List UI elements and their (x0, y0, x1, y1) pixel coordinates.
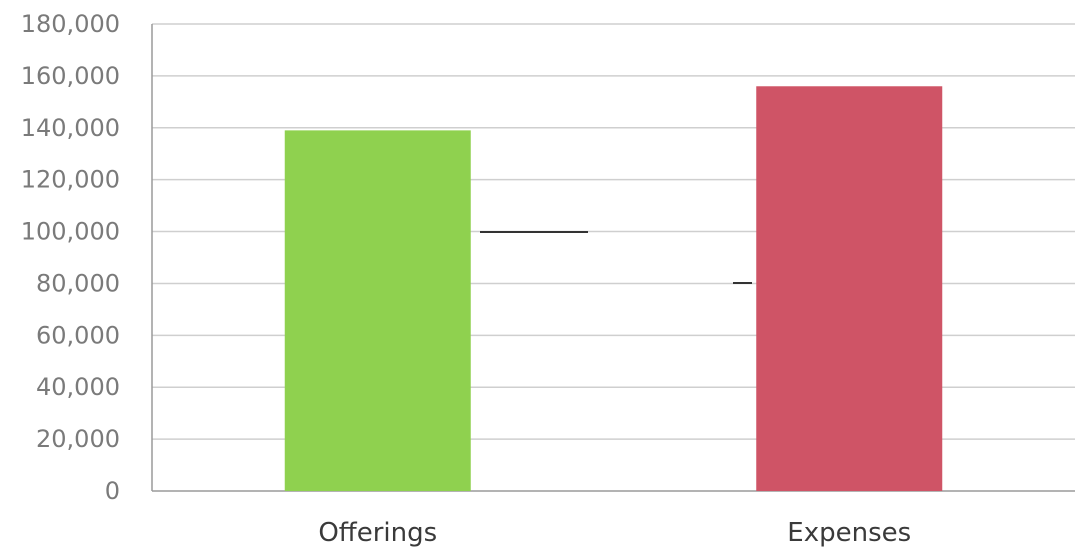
y-tick-label: 140,000 (21, 114, 120, 142)
y-tick-label: 0 (105, 477, 120, 505)
y-axis-tick-labels: 0 20,000 40,000 60,000 80,000 100,000 120,000 1… (21, 10, 120, 505)
bars-layer (284, 86, 943, 492)
x-category-label: Offerings (318, 518, 437, 548)
y-tick-label: 80,000 (36, 269, 120, 297)
y-tick-label: 160,000 (21, 62, 120, 90)
y-tick-label: 20,000 (36, 425, 120, 453)
x-axis-category-labels: Offerings Expenses (318, 518, 911, 548)
y-tick-label: 180,000 (21, 10, 120, 38)
bar-offerings (284, 130, 471, 491)
y-tick-label: 120,000 (21, 166, 120, 194)
x-category-label: Expenses (787, 518, 911, 548)
scan-artifacts (480, 231, 752, 284)
y-tick-label: 60,000 (36, 321, 120, 349)
bar-expenses (756, 86, 943, 492)
y-tick-label: 40,000 (36, 373, 120, 401)
y-tick-label: 100,000 (21, 218, 120, 246)
